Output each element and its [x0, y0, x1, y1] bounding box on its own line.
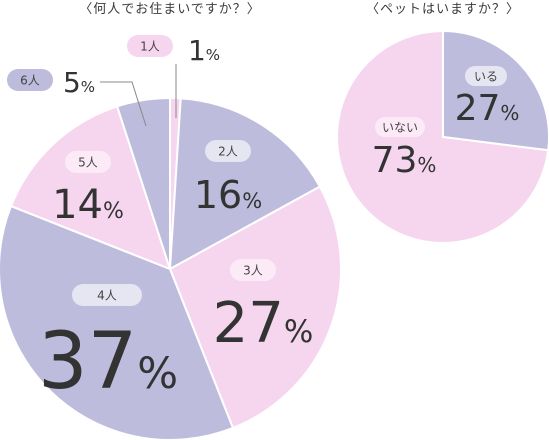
slice-3nin-pill — [230, 259, 276, 281]
slice-6nin-leader-line — [100, 81, 147, 127]
slice-5nin-pill — [65, 151, 111, 173]
pie1-slice-3 — [0, 204, 235, 440]
slice-iru-pill — [465, 66, 507, 86]
pie2-slice-1 — [336, 29, 549, 244]
slice-6nin-pill — [7, 69, 53, 91]
slice-4nin-value: 37% — [38, 317, 178, 407]
slice-iru-label: いる — [474, 70, 498, 84]
slice-6nin-value: 5% — [63, 66, 95, 99]
slice-2nin-label: 2人 — [218, 145, 238, 159]
slice-1nin-value: 1% — [188, 34, 220, 67]
pet-pie — [336, 29, 549, 244]
slice-3nin-value: 27% — [213, 291, 314, 356]
slice-3nin-label: 3人 — [243, 264, 263, 278]
slice-5nin-value: 14% — [52, 182, 124, 228]
pie1-slice-2 — [168, 185, 343, 430]
pie1-slice-1 — [168, 97, 322, 271]
slice-2nin-value: 16% — [194, 173, 262, 217]
household-pie — [0, 96, 343, 440]
slice-4nin-label: 4人 — [97, 289, 117, 303]
slice-labels: 2人 16% 3人 27% 4人 37% 5人 14% 1人 1% 6人 5% いる 27% いない 73% — [7, 34, 519, 407]
household-chart-title: 〈何人でお住まいですか？〉 — [79, 1, 261, 17]
slice-5nin-label: 5人 — [78, 156, 98, 170]
slice-inai-label: いない — [382, 121, 418, 135]
slice-inai-value: 73% — [372, 140, 437, 181]
slice-2nin-pill — [205, 140, 251, 162]
pie1-slice-5 — [115, 96, 171, 270]
slice-4nin-pill — [72, 284, 142, 306]
slice-6nin-label: 6人 — [20, 74, 40, 88]
slice-1nin-pill — [127, 35, 173, 57]
slice-inai-pill — [375, 117, 425, 137]
slice-iru-value: 27% — [455, 88, 520, 129]
pet-chart-title: 〈ペットはいますか？〉 — [366, 2, 520, 17]
slice-1nin-label: 1人 — [140, 40, 160, 54]
